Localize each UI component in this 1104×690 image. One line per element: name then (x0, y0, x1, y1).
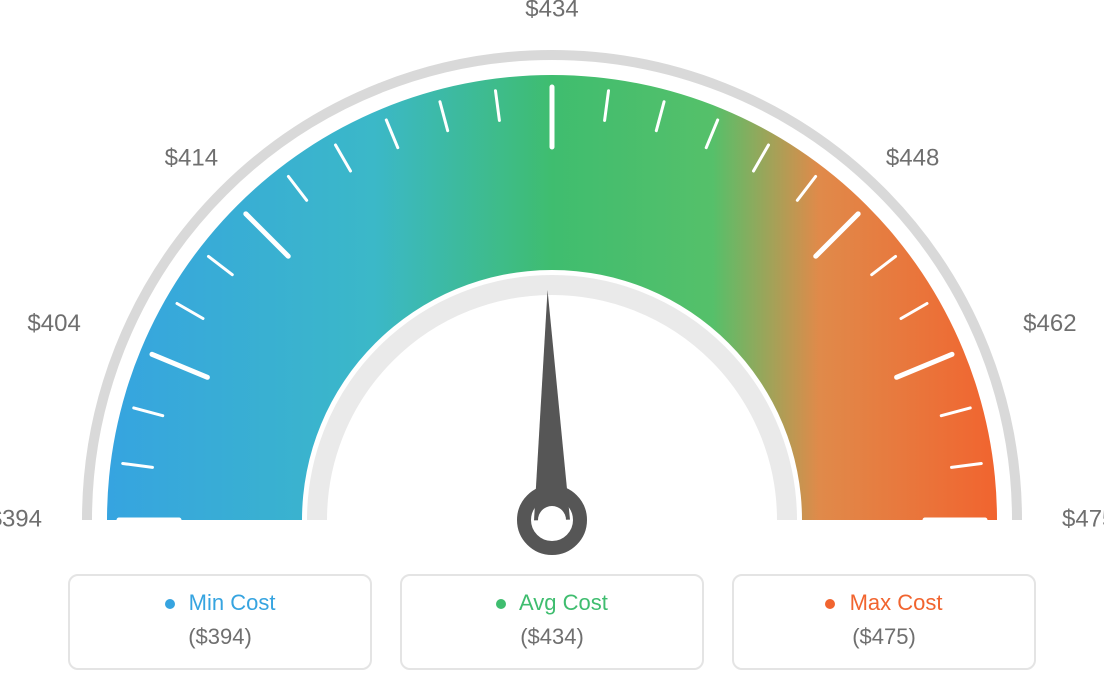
svg-text:$404: $404 (27, 310, 80, 337)
svg-text:$394: $394 (0, 505, 42, 532)
legend-value-max: ($475) (734, 624, 1034, 650)
dot-icon (165, 599, 175, 609)
legend-title-max: Max Cost (734, 590, 1034, 616)
svg-text:$448: $448 (886, 145, 939, 172)
legend-value-avg: ($434) (402, 624, 702, 650)
legend-card-max: Max Cost ($475) (732, 574, 1036, 670)
legend-title-avg: Avg Cost (402, 590, 702, 616)
legend-card-min: Min Cost ($394) (68, 574, 372, 670)
legend-title-min: Min Cost (70, 590, 370, 616)
legend-value-min: ($394) (70, 624, 370, 650)
legend-label: Max Cost (850, 590, 943, 615)
legend-row: Min Cost ($394) Avg Cost ($434) Max Cost… (0, 574, 1104, 670)
svg-text:$414: $414 (165, 145, 218, 172)
svg-text:$462: $462 (1023, 310, 1076, 337)
legend-card-avg: Avg Cost ($434) (400, 574, 704, 670)
svg-text:$434: $434 (525, 0, 578, 22)
legend-label: Avg Cost (519, 590, 608, 615)
dot-icon (496, 599, 506, 609)
dot-icon (825, 599, 835, 609)
cost-gauge: $394 $404 $414 $434 $448 $462 $475 (0, 0, 1104, 560)
legend-label: Min Cost (189, 590, 276, 615)
svg-text:$475: $475 (1062, 505, 1104, 532)
